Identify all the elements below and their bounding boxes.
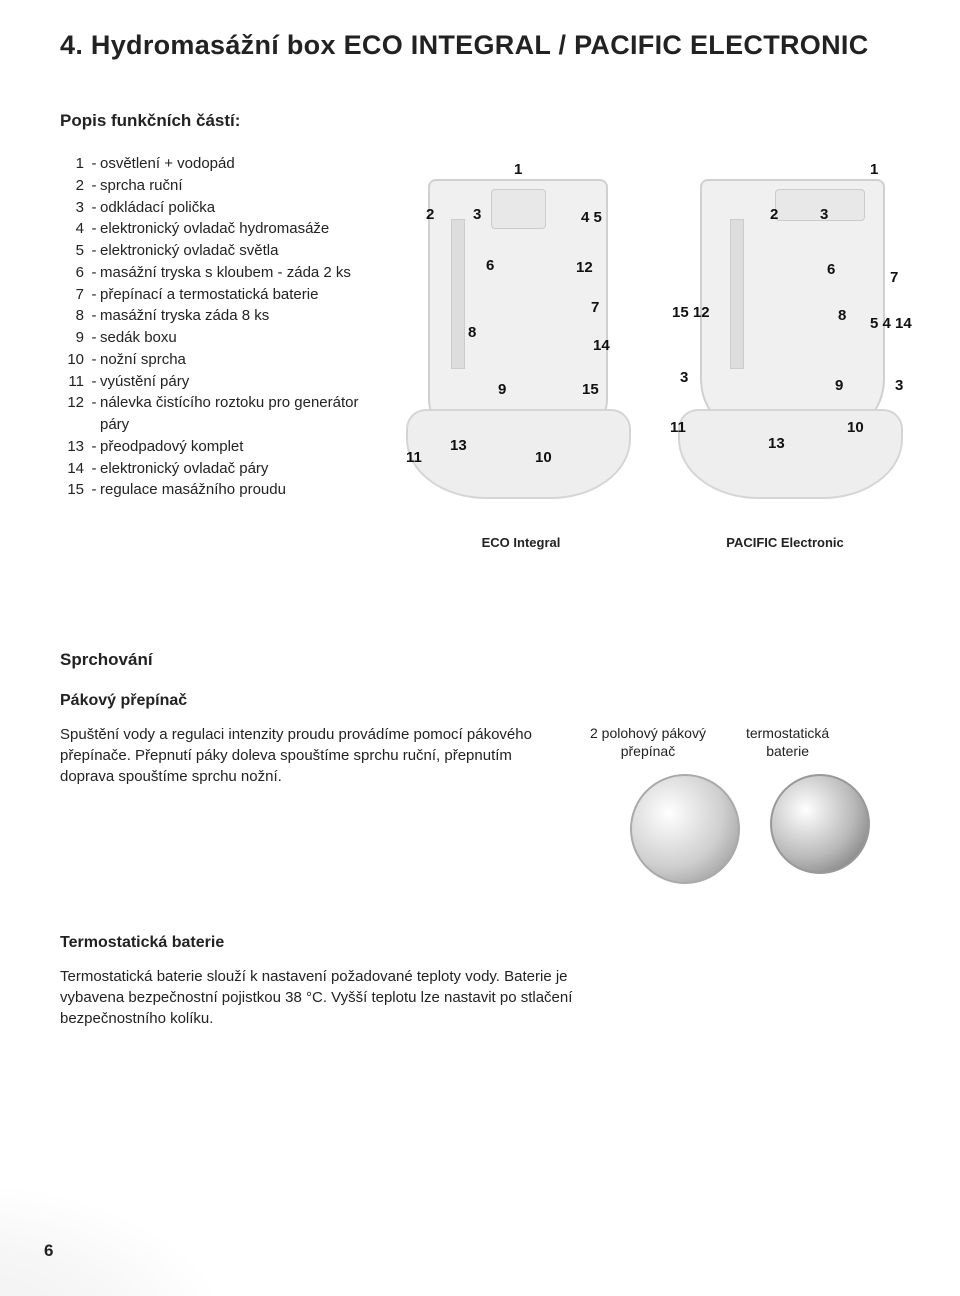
list-item: 1-osvětlení + vodopád [60,153,378,175]
subsection-heading: Termostatická baterie [60,934,910,952]
callout: 2 [426,206,434,223]
callout: 4 5 [581,209,602,226]
page-number: 6 [44,1241,53,1261]
background-swoosh [0,1136,300,1296]
callout: 3 [680,369,688,386]
callout: 15 [582,381,599,398]
list-item: 4-elektronický ovladač hydromasáže [60,218,378,240]
callout: 3 [473,206,481,223]
control-label-lever: 2 polohový pákový přepínač [590,724,706,760]
parts-list: 1-osvětlení + vodopád 2-sprcha ruční 3-o… [60,153,378,550]
list-item: 2-sprcha ruční [60,175,378,197]
paragraph: Termostatická baterie slouží k nastavení… [60,966,580,1029]
callout: 9 [835,377,843,394]
callout: 2 [770,206,778,223]
diagram-pacific-electronic: 1 2 3 6 7 15 12 8 5 4 14 3 9 3 11 13 10 … [660,159,910,550]
callout: 13 [768,435,785,452]
list-item: 6-masážní tryska s kloubem - záda 2 ks [60,262,378,284]
list-item: 3-odkládací polička [60,197,378,219]
callout: 14 [593,337,610,354]
callout: 3 [895,377,903,394]
list-item: 11-vyústění páry [60,371,378,393]
diagram-caption: PACIFIC Electronic [660,535,910,550]
callout: 11 [670,419,686,436]
callout: 13 [450,437,467,454]
control-label-thermostat: termostatická baterie [746,724,829,760]
callout: 10 [535,449,552,466]
callout: 7 [890,269,898,286]
callout: 7 [591,299,599,316]
callout: 8 [468,324,476,341]
diagram-eco-integral: 1 2 3 4 5 6 12 7 8 14 9 15 11 13 10 ECO … [396,159,646,550]
callout: 5 4 14 [870,315,912,332]
paragraph: Spuštění vody a regulaci intenzity proud… [60,724,560,787]
callout: 15 12 [672,304,710,321]
callout: 6 [486,257,494,274]
callout: 12 [576,259,593,276]
callout: 1 [870,161,878,178]
callout: 9 [498,381,506,398]
thermostat-knob-icon [770,774,870,874]
list-item: 8-masážní tryska záda 8 ks [60,305,378,327]
callout: 6 [827,261,835,278]
callout: 3 [820,206,828,223]
list-item: 14-elektronický ovladač páry [60,458,378,480]
diagram-caption: ECO Integral [396,535,646,550]
page-title: 4. Hydromasážní box ECO INTEGRAL / PACIF… [60,30,910,61]
list-item: 12-nálevka čistícího roztoku pro generát… [60,392,378,436]
list-item: 10-nožní sprcha [60,349,378,371]
lever-knob-icon [630,774,740,884]
callout: 10 [847,419,864,436]
subsection-heading: Pákový přepínač [60,692,910,710]
parts-heading: Popis funkčních částí: [60,111,910,131]
list-item: 5-elektronický ovladač světla [60,240,378,262]
list-item: 15-regulace masážního proudu [60,479,378,501]
callout: 11 [406,449,422,466]
callout: 8 [838,307,846,324]
section-heading: Sprchování [60,650,910,670]
list-item: 13-přeodpadový komplet [60,436,378,458]
list-item: 9-sedák boxu [60,327,378,349]
list-item: 7-přepínací a termostatická baterie [60,284,378,306]
callout: 1 [514,161,522,178]
